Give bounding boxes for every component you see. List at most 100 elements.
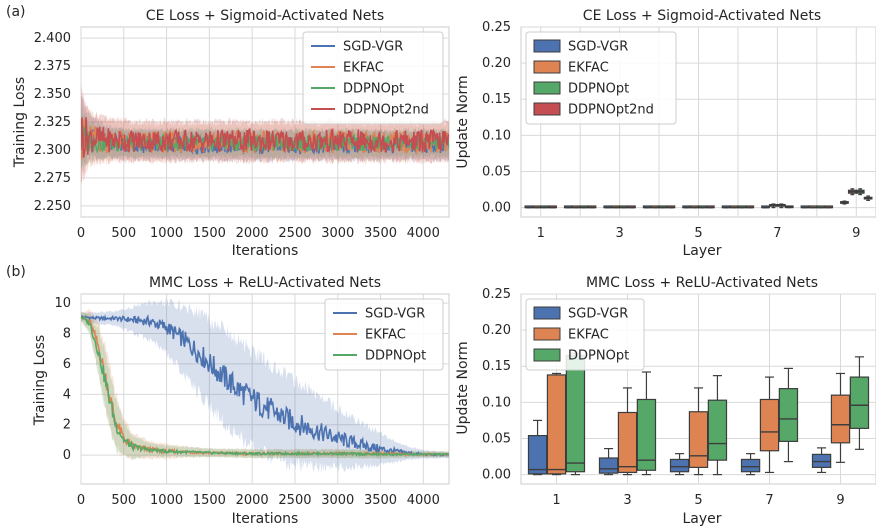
box-body [778,388,799,442]
legend-label: EKFAC [568,61,609,76]
x-tick-label: 1500 [193,226,226,241]
x-tick-label: 1 [537,226,545,241]
x-tick-label: 0 [77,226,85,241]
box-mark [617,387,638,476]
subplot-b-left: MMC Loss + ReLU-Activated Nets Iteration… [32,275,450,527]
box-mark [855,188,865,196]
y-tick-label: 0.05 [482,431,511,446]
x-tick-label: 1000 [150,226,183,241]
box-mark [863,195,873,201]
chart-title: CE Loss + Sigmoid-Activated Nets [146,8,384,24]
legend-swatch [533,102,561,116]
legend-label: SGD-VGR [568,307,628,322]
x-tick-label: 4000 [407,493,440,508]
box-mark [776,203,786,209]
legend-label: DDPNOpt2nd [568,103,654,118]
box-body [617,411,638,474]
box-mark [611,205,621,209]
y-tick-label: 2.300 [34,143,71,158]
box-mark [729,205,739,209]
legend: SGD-VGR EKFAC DDPNOpt DDPNOpt2nd [525,31,677,125]
y-tick-label: 2.275 [34,171,71,186]
box-mark [658,205,668,209]
box-body [565,354,586,473]
legend-label: DDPNOpt [343,82,404,97]
x-tick-label: 2500 [278,493,311,508]
legend-swatch [533,348,561,362]
y-axis-label: Update Norm [455,341,471,434]
y-tick-label: 2.350 [34,87,71,102]
box-mark [840,200,849,205]
y-tick-label: 0.10 [482,128,511,143]
y-axis-label: Training Loss [32,335,48,426]
box-mark [688,387,709,476]
box-mark [563,205,573,209]
box-mark [682,205,692,209]
y-tick-label: 2.375 [34,59,71,74]
chart-title: MMC Loss + ReLU-Activated Nets [586,275,818,291]
x-axis-label: Layer [682,511,721,527]
series-line-ddpnopt [81,315,449,458]
chart-title: CE Loss + Sigmoid-Activated Nets [583,8,821,24]
series-line-ddpnopt2nd [81,117,449,158]
box-mark [627,205,636,209]
legend-label: SGD-VGR [365,307,425,322]
panel-label-a: (a) [6,4,26,20]
y-tick-label: 2.400 [34,31,71,46]
legend-label: SGD-VGR [568,40,628,55]
box-mark [830,372,851,463]
legend-frame [525,31,677,125]
legend-label: SGD-VGR [343,40,403,55]
x-axis-label: Iterations [232,511,299,527]
x-tick-label: 500 [111,493,136,508]
y-tick-label: 0.05 [482,164,511,179]
y-tick-label: 0.15 [482,359,511,374]
x-tick-label: 1000 [150,493,183,508]
box-layer [527,352,870,476]
box-mark [761,205,770,209]
box-body [688,411,709,468]
box-mark [740,453,761,476]
x-axis-label: Iterations [232,243,299,259]
box-body [740,458,761,473]
box-body [636,398,657,471]
box-mark [587,205,597,209]
legend-label: DDPNOpt2nd [343,103,429,118]
y-tick-label: 8 [63,327,71,342]
box-mark [527,419,548,476]
box-body [759,398,780,452]
x-tick-label: 0 [77,493,85,508]
legend-swatch [533,39,561,53]
y-tick-label: 10 [54,296,71,311]
box-mark [669,453,690,476]
legend-label: DDPNOpt [568,349,629,364]
box-mark [721,205,731,209]
legend-swatch [533,306,561,320]
x-tick-label: 3500 [364,493,397,508]
legend: SGD-VGR EKFAC DDPNOpt [525,298,645,371]
x-tick-label: 7 [765,493,773,508]
x-tick-label: 2000 [236,226,269,241]
subplot-a-right: CE Loss + Sigmoid-Activated Nets Layer U… [455,8,876,259]
box-mark [598,448,619,476]
y-tick-label: 0 [63,448,71,463]
box-mark [650,205,660,209]
box-mark [849,356,870,450]
legend-swatch [533,81,561,95]
box-mark [532,205,542,209]
legend-swatch [533,60,561,74]
box-mark [778,367,799,463]
y-tick-label: 2.325 [34,115,71,130]
box-mark [705,205,715,209]
y-tick-label: 0.00 [482,201,511,216]
box-mark [571,205,581,209]
x-tick-label: 3 [623,493,631,508]
box-mark [579,205,589,209]
box-mark [816,205,826,209]
y-tick-label: 2 [63,418,71,433]
legend-label: EKFAC [343,61,384,76]
box-body [830,394,851,444]
x-tick-label: 500 [111,226,136,241]
box-body [527,434,548,475]
y-tick-label: 0.20 [482,56,511,71]
